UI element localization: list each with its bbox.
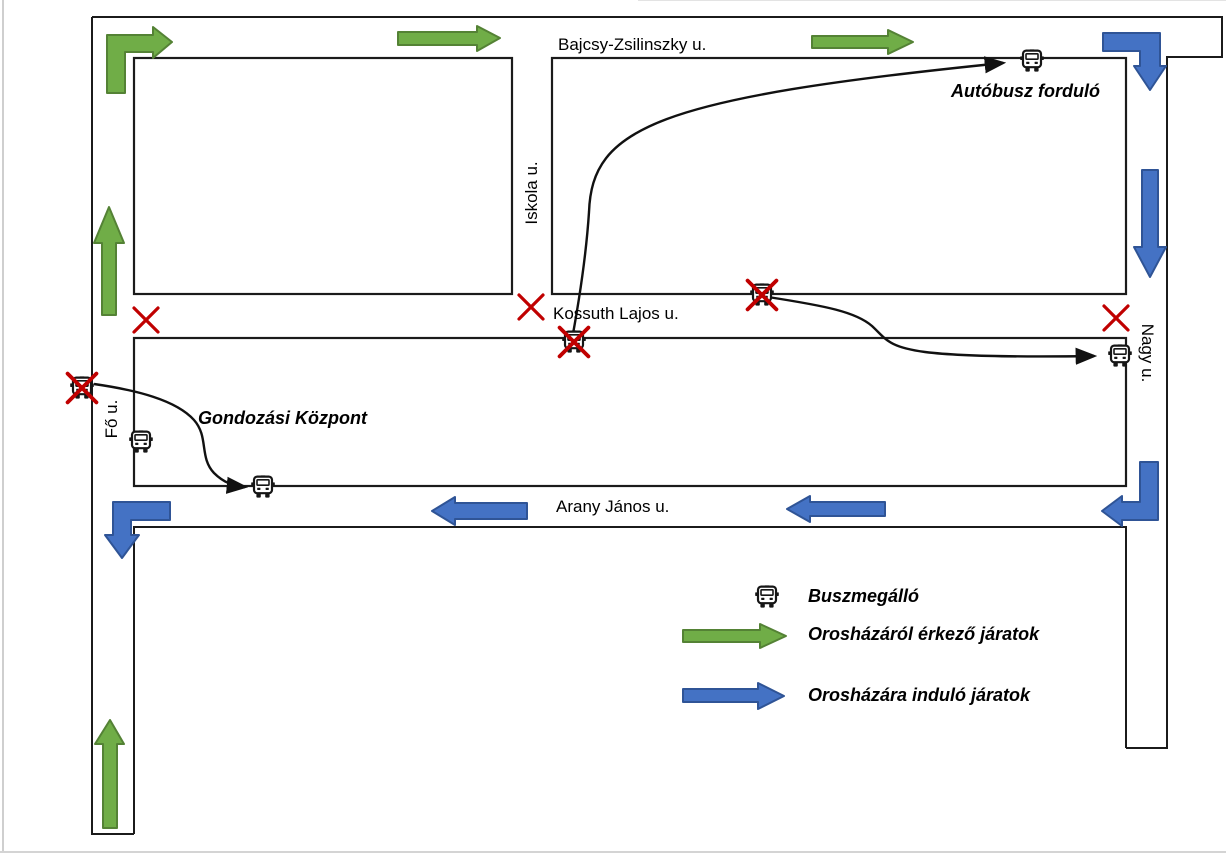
street-label-kossuth-lajos: Kossuth Lajos u. — [553, 304, 679, 323]
green-right-arrow-bajcsy-west — [397, 25, 501, 52]
relocation-path-to-bus-turnaround — [568, 56, 1007, 351]
relocation-path-to-gondozasi-kozpont-stop — [93, 382, 249, 494]
blue-elbow-arrow-arany-to-fo — [104, 501, 171, 559]
green-up-arrow-fo-street-upper — [93, 206, 125, 316]
page-edge-left — [2, 0, 4, 853]
green-right-arrow-bajcsy-east — [811, 29, 914, 55]
red-x-icon-iskola-junction — [517, 293, 545, 321]
departing-route-arrows — [104, 32, 1167, 559]
green-elbow-arrow-top-left — [106, 26, 173, 94]
blue-down-arrow-nagy-street — [1133, 169, 1167, 278]
street-label-fo: Fő u. — [102, 399, 121, 439]
legend-label-bus-stop: Buszmegálló — [808, 586, 920, 606]
city-block-northwest — [132, 56, 514, 296]
legend-bus-stop-icon — [754, 585, 780, 609]
page-edge-bottom — [0, 851, 1226, 853]
street-label-nagy: Nagy u. — [1138, 323, 1157, 383]
relocation-path-to-nagy-street-stop — [767, 295, 1098, 365]
street-label-iskola: Iskola u. — [522, 161, 541, 225]
street-label-arany-janos: Arany János u. — [556, 497, 670, 516]
green-up-arrow-fo-street-lower — [94, 719, 125, 829]
city-block-middle — [132, 336, 1128, 488]
legend-label-arriving-routes: Orosházáról érkező járatok — [808, 624, 1040, 644]
blue-elbow-arrow-top-right — [1102, 32, 1167, 91]
arriving-route-arrows — [93, 25, 914, 829]
street-label-bajcsy-zsilinszky: Bajcsy-Zsilinszky u. — [558, 35, 707, 54]
stop-relocation-paths — [93, 56, 1098, 494]
blue-elbow-arrow-nagy-to-arany — [1101, 461, 1159, 527]
legend-label-departing-routes: Orosházára induló járatok — [808, 685, 1031, 705]
red-x-icon-kossuth-east-end — [1102, 304, 1130, 332]
street-network — [91, 16, 1223, 835]
poi-label-gondozasi-kozpont: Gondozási Központ — [198, 408, 367, 428]
blue-left-arrow-arany-east — [786, 495, 886, 523]
poi-label-autobusz-fordulo: Autóbusz forduló — [951, 81, 1100, 101]
city-block-northeast — [550, 56, 1128, 296]
red-x-icon-kossuth-west-end — [132, 306, 160, 334]
bus-stop-icon-gondozasi-kozpont — [250, 475, 276, 499]
blue-left-arrow-arany-west — [431, 496, 528, 526]
page-edge-top — [638, 0, 1226, 1]
